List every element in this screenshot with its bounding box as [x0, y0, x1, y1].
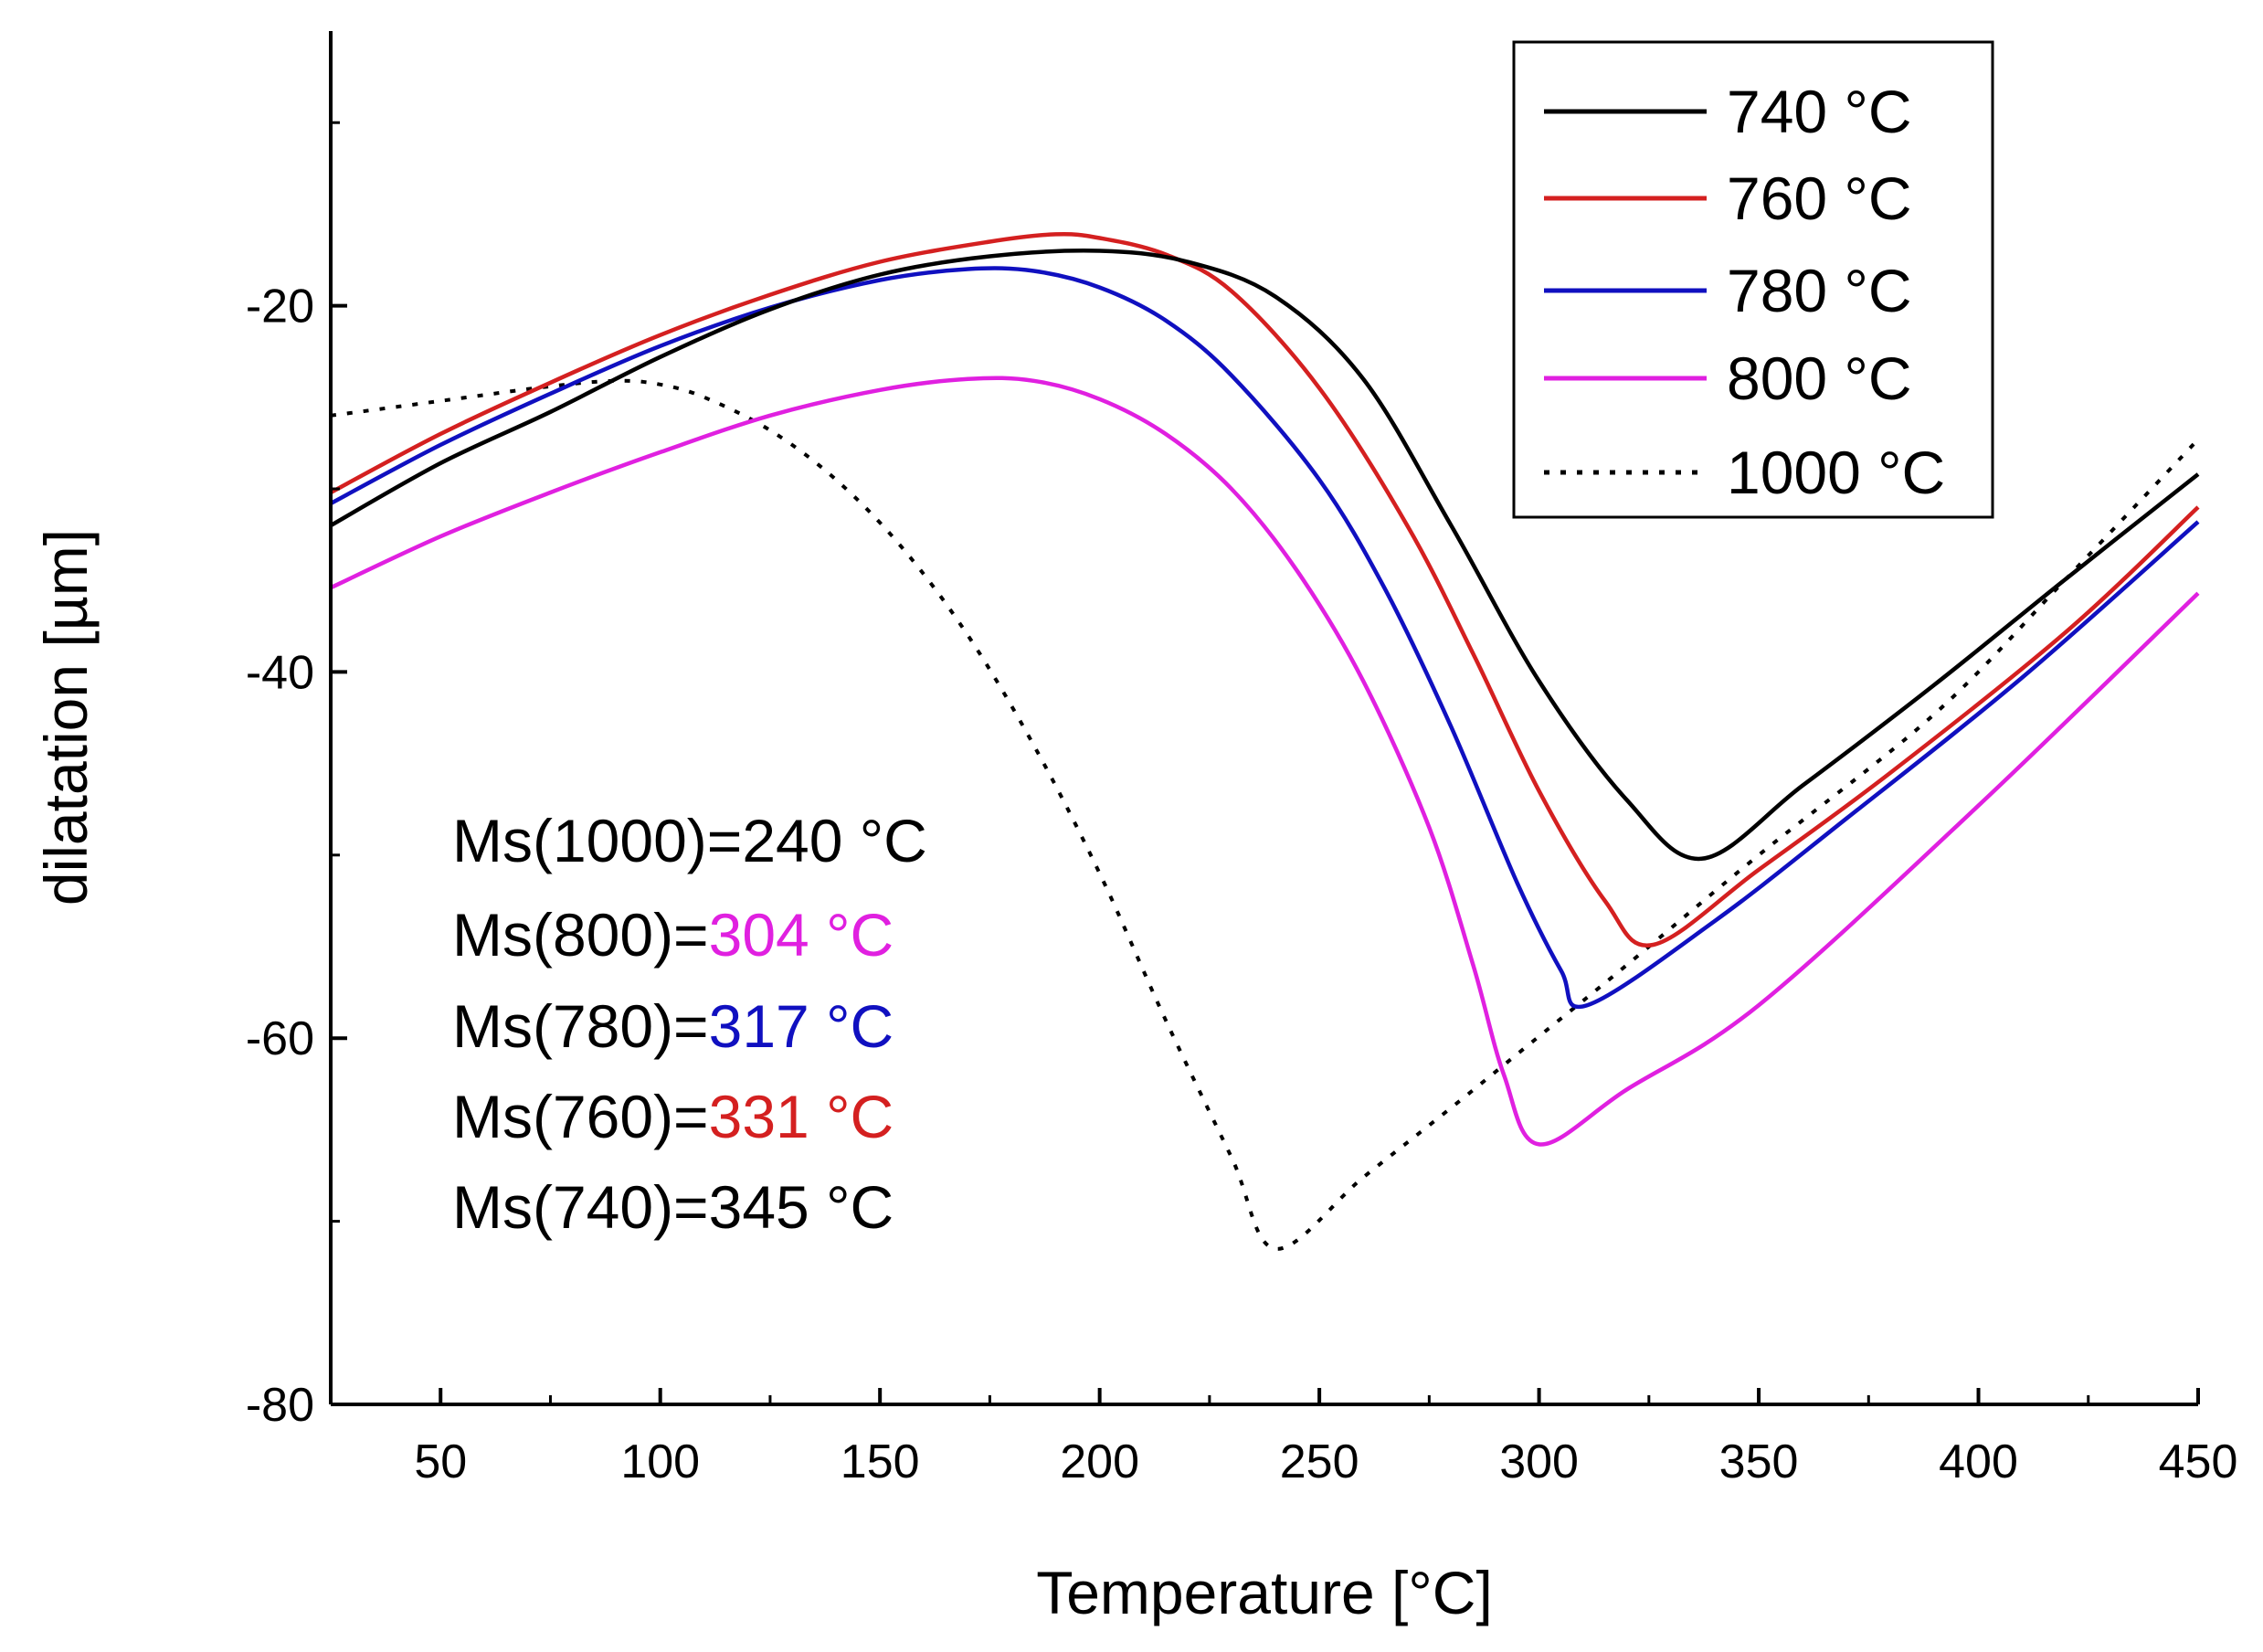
- ms-label-780: Ms(780)=: [452, 992, 709, 1060]
- axes: [329, 31, 2198, 1406]
- series-line-760: [329, 232, 2200, 948]
- legend-label-780: 780 °C: [1727, 257, 1912, 324]
- ms-annotation-740: Ms(740)=345 °C: [452, 1173, 894, 1241]
- series-line-1000: [330, 378, 2200, 1251]
- x-tick-label: 200: [1060, 1435, 1139, 1488]
- x-tick-label: 450: [2159, 1435, 2238, 1488]
- ms-annotation-800: Ms(800)=304 °C: [452, 901, 894, 969]
- y-tick-label: -40: [246, 646, 314, 699]
- series-line-780: [329, 266, 2200, 1010]
- ms-value-780: 317 °C: [709, 992, 894, 1060]
- legend-label-800: 800 °C: [1727, 344, 1912, 412]
- ms-label-1000: Ms(1000)=: [452, 807, 742, 874]
- y-tick-label: -20: [246, 281, 314, 334]
- ms-label-760: Ms(760)=: [452, 1083, 709, 1150]
- series-line-740: [329, 249, 2200, 862]
- series-group: [329, 232, 2200, 1251]
- x-tick-label: 150: [841, 1435, 920, 1488]
- ms-value-800: 304 °C: [709, 901, 894, 969]
- ms-annotation-1000: Ms(1000)=240 °C: [452, 807, 927, 874]
- series-line-800: [330, 376, 2200, 1147]
- legend-box: [1512, 40, 1994, 519]
- legend-label-1000: 1000 °C: [1727, 439, 1945, 506]
- ms-value-740: 345 °C: [709, 1173, 894, 1241]
- x-axis-title: Temperature [°C]: [1036, 1559, 1493, 1626]
- y-tick-label: -80: [246, 1379, 314, 1432]
- x-tick-label: 300: [1499, 1435, 1579, 1488]
- ms-label-740: Ms(740)=: [452, 1173, 709, 1241]
- x-tick-label: 250: [1280, 1435, 1359, 1488]
- legend-label-740: 740 °C: [1727, 78, 1912, 145]
- legend: 740 °C 760 °C 780 °C 800 °C 1000 °C: [1512, 40, 1994, 519]
- ms-annotation-760: Ms(760)=331 °C: [452, 1083, 894, 1150]
- ms-value-760: 331 °C: [709, 1083, 894, 1150]
- y-axis-title: dilatation [µm]: [32, 529, 100, 905]
- y-tick-label: -60: [246, 1012, 314, 1065]
- ticks: 50 100 150 200 250 300 350 400 450 -80 -60 -40 -20: [246, 121, 2238, 1488]
- ms-value-1000: 240 °C: [742, 807, 927, 874]
- ms-annotation-780: Ms(780)=317 °C: [452, 992, 894, 1060]
- legend-label-760: 760 °C: [1727, 164, 1912, 232]
- ms-label-800: Ms(800)=: [452, 901, 709, 969]
- x-tick-label: 400: [1939, 1435, 2018, 1488]
- x-tick-label: 50: [414, 1435, 467, 1488]
- ms-annotations: Ms(1000)=240 °C Ms(800)=304 °C Ms(780)=3…: [452, 807, 927, 1241]
- x-tick-label: 350: [1719, 1435, 1799, 1488]
- x-tick-label: 100: [620, 1435, 700, 1488]
